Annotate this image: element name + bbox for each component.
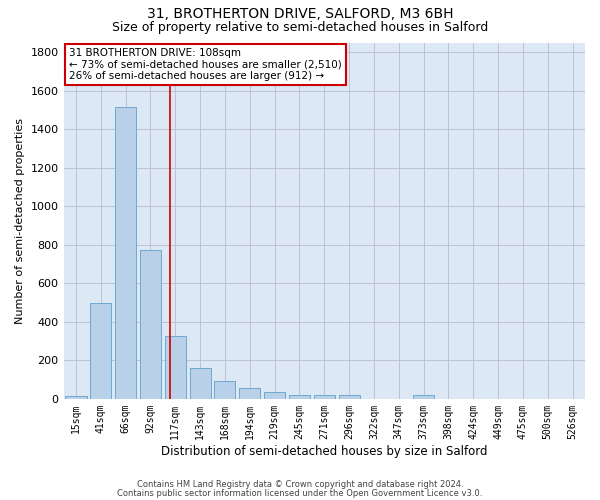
Bar: [338, 396, 359, 399]
Bar: [413, 396, 434, 399]
Bar: [65, 396, 86, 399]
Text: Contains HM Land Registry data © Crown copyright and database right 2024.: Contains HM Land Registry data © Crown c…: [137, 480, 463, 489]
Text: Size of property relative to semi-detached houses in Salford: Size of property relative to semi-detach…: [112, 21, 488, 34]
Bar: [140, 250, 161, 399]
Text: Contains public sector information licensed under the Open Government Licence v3: Contains public sector information licen…: [118, 488, 482, 498]
Bar: [90, 304, 112, 399]
Bar: [289, 394, 310, 399]
X-axis label: Distribution of semi-detached houses by size in Salford: Distribution of semi-detached houses by …: [161, 444, 488, 458]
Bar: [190, 368, 211, 399]
Text: 31, BROTHERTON DRIVE, SALFORD, M3 6BH: 31, BROTHERTON DRIVE, SALFORD, M3 6BH: [147, 8, 453, 22]
Bar: [314, 396, 335, 399]
Text: 31 BROTHERTON DRIVE: 108sqm
← 73% of semi-detached houses are smaller (2,510)
26: 31 BROTHERTON DRIVE: 108sqm ← 73% of sem…: [69, 48, 341, 81]
Bar: [264, 392, 285, 399]
Bar: [239, 388, 260, 399]
Y-axis label: Number of semi-detached properties: Number of semi-detached properties: [15, 118, 25, 324]
Bar: [165, 336, 186, 399]
Bar: [115, 107, 136, 399]
Bar: [214, 381, 235, 399]
